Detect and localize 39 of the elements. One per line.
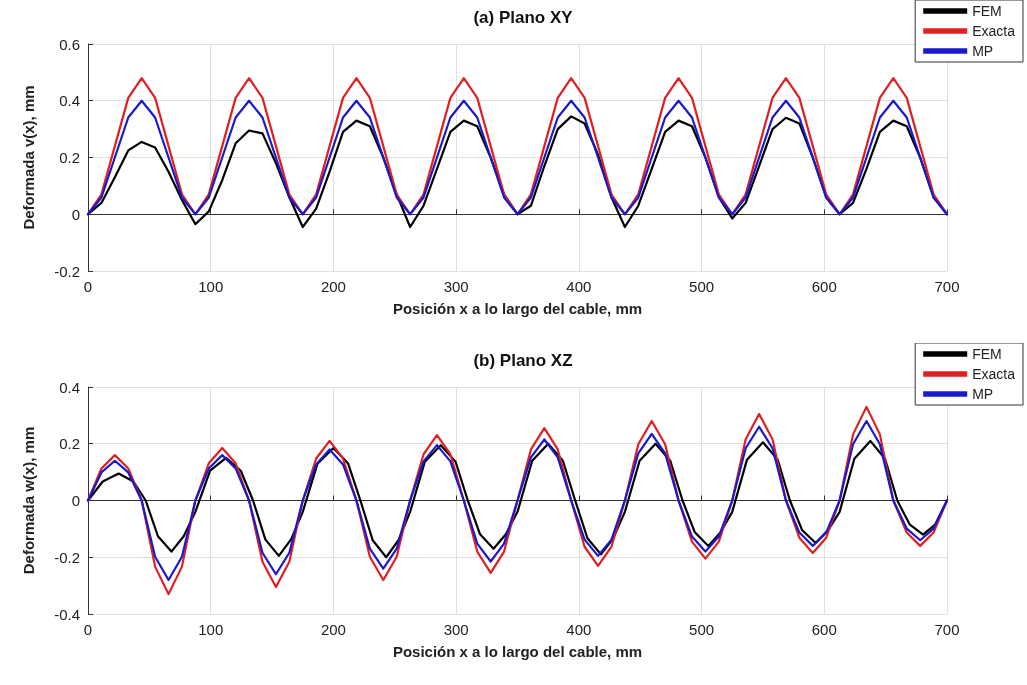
x-tick-label: 500 bbox=[689, 620, 715, 638]
x-tick-label: 600 bbox=[811, 620, 837, 638]
legend-label: FEM bbox=[972, 3, 1002, 19]
x-tick-label: 200 bbox=[320, 620, 346, 638]
y-tick-label: -0.2 bbox=[54, 548, 80, 566]
y-tick-label: 0 bbox=[71, 205, 80, 223]
x-tick-label: 300 bbox=[443, 278, 469, 295]
y-tick-label: 0.6 bbox=[59, 35, 80, 53]
x-tick-label: 0 bbox=[83, 278, 93, 295]
x-tick-label: 600 bbox=[811, 278, 837, 295]
y-tick-label: 0.2 bbox=[59, 149, 80, 166]
legend-label: MP bbox=[972, 385, 994, 402]
x-tick-label: 0 bbox=[83, 620, 93, 638]
x-axis-title: Posición x a lo largo del cable, mm bbox=[392, 300, 643, 317]
legend-label: MP bbox=[972, 43, 994, 59]
x-axis-title: Posición x a lo largo del cable, mm bbox=[392, 642, 643, 660]
chart-title: (b) Plano XZ bbox=[473, 350, 573, 370]
x-tick-label: 100 bbox=[198, 278, 224, 295]
y-axis-title: Deformada v(x), mm bbox=[20, 85, 37, 230]
x-tick-label: 700 bbox=[934, 620, 960, 638]
y-tick-label: 0.4 bbox=[59, 92, 80, 110]
y-axis-title: Deformada w(x), mm bbox=[20, 426, 37, 574]
legend-label: Exacta bbox=[972, 365, 1016, 382]
y-tick-label: -0.2 bbox=[54, 262, 80, 280]
y-tick-label: 0.4 bbox=[59, 378, 80, 395]
y-tick-label: -0.4 bbox=[54, 605, 80, 622]
legend-label: FEM bbox=[972, 345, 1002, 362]
x-tick-label: 100 bbox=[198, 620, 224, 638]
legend-label: Exacta bbox=[972, 23, 1016, 39]
x-tick-label: 700 bbox=[934, 278, 960, 295]
x-tick-label: 300 bbox=[443, 620, 469, 638]
x-tick-label: 200 bbox=[320, 278, 346, 295]
line-series bbox=[86, 99, 949, 216]
x-tick-label: 400 bbox=[566, 620, 592, 638]
chart-title: (a) Plano XY bbox=[473, 8, 574, 27]
y-tick-label: 0.2 bbox=[59, 434, 80, 452]
x-tick-label: 500 bbox=[689, 278, 715, 295]
x-tick-label: 400 bbox=[566, 278, 592, 295]
y-tick-label: 0 bbox=[71, 491, 80, 509]
